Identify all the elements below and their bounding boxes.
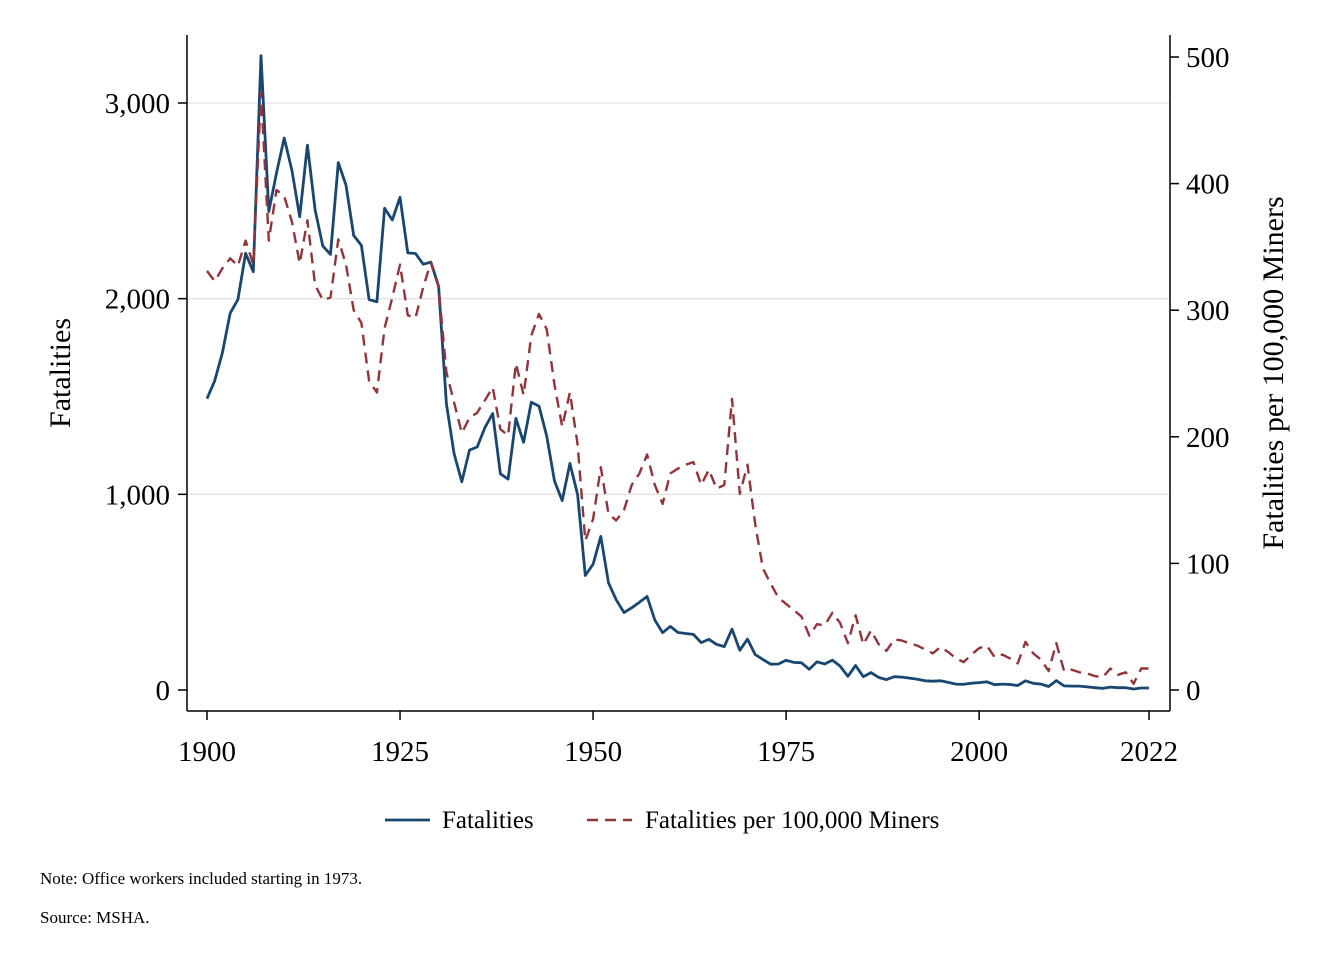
- y-left-tick-label: 3,000: [105, 88, 170, 120]
- legend: Fatalities Fatalities per 100,000 Miners: [385, 807, 939, 834]
- x-tick-label: 2022: [1120, 736, 1178, 768]
- series-layer: [205, 54, 1149, 691]
- x-tick-label: 1950: [564, 736, 622, 768]
- axes: 0 1,000 2,000 3,000 0 100 200 300 400 500 1900 1925…: [105, 35, 1230, 768]
- y-axis-title-right: Fatalities per 100,000 Miners: [1257, 196, 1290, 549]
- x-tick-label: 2000: [950, 736, 1008, 768]
- x-tick-label: 1975: [757, 736, 815, 768]
- y-axis-title-left: Fatalities: [44, 318, 77, 428]
- x-tick-label: 1900: [178, 736, 236, 768]
- y-left-tick-label: 1,000: [105, 479, 170, 511]
- y-right-tick-label: 200: [1186, 422, 1230, 454]
- legend-label-fatalities: Fatalities: [442, 807, 534, 834]
- series-line-fatalities: [205, 54, 1149, 691]
- x-tick-label: 1925: [371, 736, 429, 768]
- legend-label-rate: Fatalities per 100,000 Miners: [645, 807, 939, 834]
- chart-note: Note: Office workers included starting i…: [40, 869, 363, 888]
- y-left-tick-label: 2,000: [105, 284, 170, 316]
- y-right-tick-label: 0: [1186, 675, 1201, 707]
- y-left-tick-label: 0: [156, 675, 171, 707]
- gridlines: [188, 102, 1170, 495]
- y-right-tick-label: 500: [1186, 42, 1230, 74]
- y-right-tick-label: 400: [1186, 169, 1230, 201]
- y-right-tick-label: 300: [1186, 295, 1230, 327]
- chart-source: Source: MSHA.: [40, 908, 150, 927]
- y-right-tick-label: 100: [1186, 548, 1230, 580]
- series-line-rate: [206, 91, 1149, 685]
